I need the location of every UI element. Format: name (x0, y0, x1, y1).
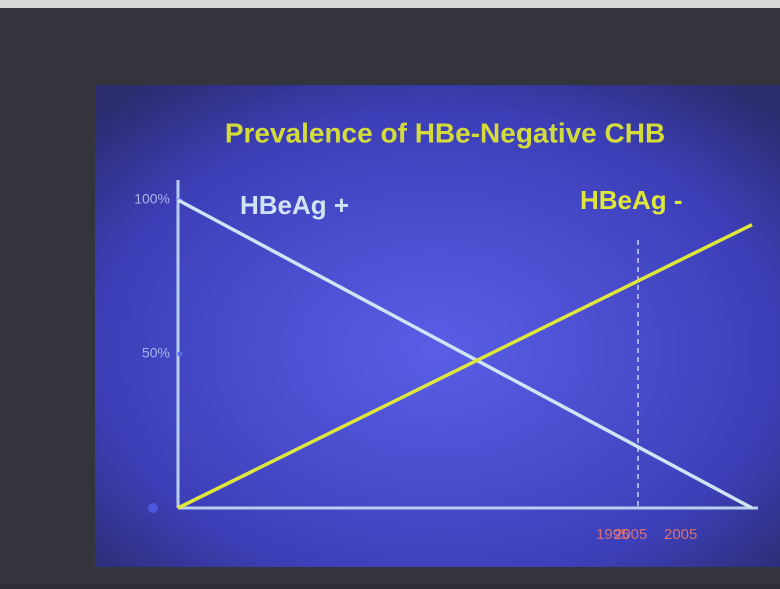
x-annotation: 2005 (664, 526, 697, 543)
series-label: HBeAg - (580, 185, 683, 215)
slide (95, 85, 780, 567)
y-tick-label: 50% (142, 345, 170, 361)
tick-mark (178, 352, 183, 357)
x-annotation: 2005 (614, 526, 647, 543)
chart-title: Prevalence of HBe-Negative CHB (225, 117, 665, 148)
y-tick-label: 100% (134, 191, 170, 207)
chart: Prevalence of HBe-Negative CHB 50% 100% HB… (0, 0, 780, 584)
origin-dot (148, 503, 158, 513)
top-band (0, 0, 780, 8)
series-label: HBeAg + (240, 190, 349, 220)
